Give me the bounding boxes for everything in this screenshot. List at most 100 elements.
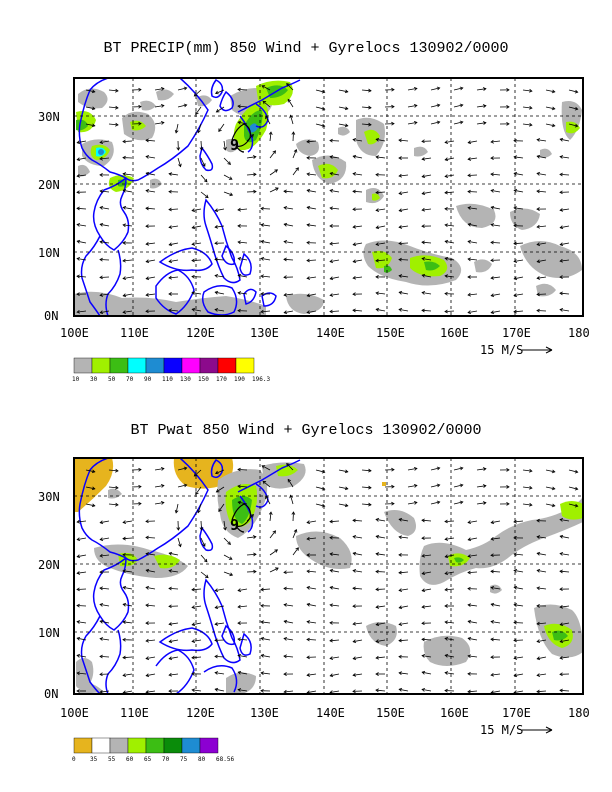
- wind-arrow: [154, 502, 164, 505]
- wind-arrow: [215, 309, 225, 312]
- wind-arrow-head: [99, 637, 104, 641]
- wind-arrow-head: [283, 654, 287, 659]
- wind-arrow-head: [536, 535, 541, 539]
- wind-arrow-head: [536, 689, 540, 694]
- wind-arrow: [77, 310, 87, 313]
- wind-arrow-head: [183, 466, 188, 471]
- wind-arrow-head: [513, 552, 517, 557]
- wind-arrow: [537, 570, 547, 573]
- wind-arrow: [223, 520, 226, 530]
- wind-arrow-head: [168, 189, 172, 194]
- wind-arrow-head: [306, 276, 311, 280]
- wind-arrow: [237, 469, 248, 471]
- wind-arrow: [522, 486, 532, 489]
- wind-arrow: [330, 656, 340, 659]
- wind-arrow-head: [145, 259, 150, 264]
- wind-arrow-head: [391, 87, 395, 92]
- wind-arrow-head: [467, 603, 471, 607]
- wind-arrow: [537, 242, 547, 245]
- wind-arrow-head: [559, 242, 564, 247]
- wind-arrow-head: [344, 123, 349, 128]
- wind-arrow: [146, 276, 156, 280]
- wind-arrow: [238, 689, 248, 692]
- wind-arrow: [422, 292, 432, 295]
- wind-arrow: [154, 88, 164, 91]
- wind-arrow-head: [191, 258, 195, 263]
- wind-arrow-head: [237, 670, 242, 675]
- wind-arrow-head: [467, 520, 472, 524]
- wind-arrow-head: [145, 155, 150, 159]
- wind-arrow: [77, 537, 87, 540]
- wind-arrow-head: [293, 528, 298, 533]
- wind-arrow-head: [436, 103, 441, 108]
- wind-arrow-head: [436, 466, 441, 471]
- wind-arrow: [353, 656, 363, 660]
- lat-label-10n: 10N: [38, 246, 60, 260]
- wind-arrow-head: [490, 536, 494, 541]
- wind-arrow-head: [260, 603, 264, 608]
- wind-arrow: [260, 208, 271, 210]
- wind-arrow: [422, 655, 432, 658]
- wind-arrow-head: [352, 207, 356, 212]
- wind-arrow-head: [237, 500, 242, 505]
- wind-arrow-head: [122, 602, 127, 607]
- wind-arrow: [545, 106, 555, 110]
- wind-arrow: [407, 88, 417, 91]
- lon-label-180: 180: [568, 326, 590, 340]
- wind-arrow: [195, 486, 202, 495]
- wind-arrow: [338, 123, 348, 127]
- wind-arrow-head: [490, 637, 494, 642]
- wind-arrow-head: [99, 173, 103, 177]
- wind-arrow-head: [76, 223, 81, 227]
- wind-arrow-head: [490, 156, 494, 160]
- wind-arrow-head: [260, 653, 265, 658]
- wind-arrow-head: [260, 239, 265, 244]
- wind-arrow: [514, 293, 524, 296]
- wind-arrow-head: [275, 187, 279, 191]
- map-frame: [73, 457, 584, 695]
- wind-vectors: [76, 83, 579, 315]
- wind-arrow: [108, 123, 119, 126]
- wind-arrow-head: [436, 120, 441, 125]
- wind-arrow: [560, 208, 570, 211]
- wind-arrow-head: [368, 88, 372, 93]
- wind-arrow-head: [421, 240, 425, 245]
- wind-arrow: [260, 588, 271, 591]
- wind-arrow-head: [375, 569, 379, 574]
- wind-arrow-head: [513, 293, 518, 297]
- wind-arrow-head: [191, 291, 196, 295]
- wind-arrow: [445, 140, 455, 143]
- wind-arrow: [283, 258, 294, 261]
- coastlines: [74, 458, 301, 694]
- wind-arrow: [514, 586, 524, 590]
- wind-arrow-head: [237, 467, 241, 472]
- wind-arrow-head: [115, 502, 119, 507]
- wind-arrow-head: [76, 587, 80, 592]
- wind-arrow-head: [536, 138, 541, 142]
- wind-arrow: [261, 258, 271, 261]
- wind-arrow-head: [168, 656, 173, 661]
- wind-arrow: [269, 132, 272, 142]
- wind-arrow-head: [529, 502, 533, 507]
- wind-arrow-head: [203, 558, 208, 563]
- wind-arrow-head: [122, 620, 126, 625]
- wind-arrow-head: [329, 673, 334, 678]
- wind-arrow-head: [283, 603, 288, 607]
- wind-arrow-head: [138, 121, 142, 126]
- wind-arrow-head: [306, 155, 310, 160]
- wind-arrow-head: [513, 188, 518, 193]
- wind-arrow: [537, 139, 547, 142]
- wind-arrow-head: [375, 655, 379, 660]
- wind-arrow: [237, 485, 248, 488]
- wind-arrow: [76, 588, 87, 590]
- wind-arrow: [246, 536, 256, 539]
- wind-arrow: [444, 690, 455, 692]
- panel1-map: 9 30N 20N 10N 0N 100E 110E 120E 130E 140…: [38, 77, 590, 383]
- wind-arrow-head: [237, 256, 242, 261]
- wind-arrow-head: [574, 486, 579, 491]
- lat-label-30n: 30N: [38, 110, 60, 124]
- wind-arrow-head: [321, 89, 326, 94]
- wind-arrow: [491, 673, 501, 676]
- wind-arrow-head: [444, 587, 448, 592]
- wind-arrow-head: [145, 552, 150, 556]
